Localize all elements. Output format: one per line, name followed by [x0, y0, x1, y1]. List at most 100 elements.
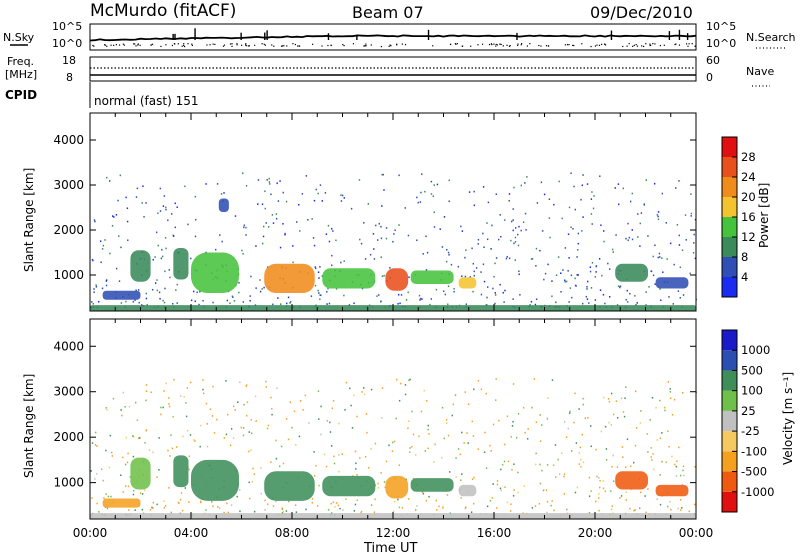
- echo-point: [320, 433, 322, 436]
- echo-point: [492, 423, 495, 426]
- echo-point: [694, 257, 697, 260]
- colorbar-tick-label: -500: [741, 465, 767, 479]
- echo-point: [499, 214, 501, 216]
- echo-point: [679, 498, 682, 501]
- echo-point: [681, 249, 684, 252]
- echo-point: [132, 493, 135, 496]
- echo-point: [578, 408, 580, 410]
- echo-point: [512, 229, 514, 232]
- echo-point: [356, 415, 358, 418]
- echo-point: [595, 271, 597, 273]
- echo-point: [189, 381, 192, 384]
- echo-point: [124, 463, 127, 466]
- nsearch-point: [103, 44, 106, 46]
- echo-point: [125, 436, 128, 439]
- echo-point: [184, 185, 186, 188]
- echo-point: [455, 476, 457, 478]
- echo-point: [253, 473, 256, 475]
- nsearch-point: [206, 44, 208, 46]
- echo-point: [600, 430, 602, 433]
- echo-point: [441, 406, 444, 409]
- echo-region: [173, 455, 189, 488]
- echo-point: [530, 301, 533, 303]
- echo-point: [514, 236, 517, 239]
- nsearch-point: [118, 44, 121, 46]
- nsearch-point: [245, 44, 247, 46]
- echo-point: [190, 257, 192, 260]
- echo-point: [144, 489, 146, 492]
- echo-point: [679, 266, 682, 269]
- echo-point: [652, 274, 655, 277]
- power-yticks: 1000 2000 3000 4000: [53, 133, 696, 282]
- nsearch-point: [165, 44, 167, 46]
- echo-point: [485, 392, 487, 395]
- echo-point: [329, 421, 331, 424]
- echo-point: [573, 185, 575, 188]
- echo-point: [503, 460, 506, 463]
- echo-point: [574, 392, 576, 395]
- echo-point: [173, 378, 175, 381]
- echo-point: [391, 450, 394, 452]
- colorbar-segment: [722, 257, 737, 277]
- echo-point: [299, 400, 302, 402]
- echo-point: [511, 220, 513, 223]
- echo-point: [676, 224, 679, 226]
- nsearch-point: [590, 45, 592, 48]
- nsearch-point: [261, 43, 263, 45]
- echo-point: [90, 470, 92, 472]
- echo-point: [108, 466, 111, 469]
- echo-point: [678, 244, 681, 246]
- echo-point: [373, 258, 376, 260]
- echo-point: [587, 280, 589, 283]
- echo-point: [239, 489, 241, 491]
- echo-point: [570, 172, 572, 175]
- echo-point: [551, 500, 553, 502]
- echo-point: [546, 511, 548, 514]
- echo-point: [383, 481, 386, 483]
- nsearch-point: [594, 45, 596, 47]
- echo-point: [293, 410, 296, 413]
- echo-point: [633, 509, 635, 512]
- nsearch-point: [363, 45, 365, 47]
- echo-point: [124, 405, 126, 408]
- echo-point: [176, 206, 178, 209]
- nsearch-point: [628, 43, 630, 45]
- echo-point: [150, 391, 152, 394]
- echo-point: [590, 287, 593, 289]
- echo-point: [94, 478, 96, 480]
- echo-point: [623, 415, 626, 418]
- echo-point: [626, 289, 628, 292]
- echo-point: [598, 497, 600, 499]
- echo-point: [255, 287, 257, 289]
- echo-point: [682, 465, 685, 468]
- echo-point: [574, 277, 576, 280]
- echo-point: [639, 507, 641, 510]
- echo-point: [92, 302, 95, 305]
- echo-point: [246, 414, 248, 417]
- echo-point: [301, 193, 304, 195]
- echo-point: [165, 206, 167, 209]
- echo-point: [163, 301, 166, 304]
- echo-point: [564, 279, 566, 282]
- echo-point: [463, 442, 465, 444]
- echo-point: [122, 491, 124, 493]
- echo-point: [129, 476, 131, 478]
- echo-point: [567, 427, 569, 430]
- echo-point: [325, 465, 328, 468]
- echo-point: [596, 475, 598, 478]
- echo-point: [156, 503, 158, 506]
- echo-point: [668, 445, 670, 448]
- echo-point: [543, 193, 546, 196]
- echo-point: [152, 451, 154, 454]
- echo-point: [245, 384, 248, 386]
- echo-point: [401, 506, 404, 509]
- echo-point: [418, 294, 421, 297]
- echo-point: [408, 379, 410, 382]
- echo-point: [682, 294, 685, 296]
- echo-point: [355, 468, 357, 470]
- echo-point: [454, 394, 457, 396]
- nsearch-point: [231, 45, 233, 48]
- echo-point: [574, 491, 577, 494]
- echo-point: [648, 286, 650, 288]
- echo-point: [272, 505, 275, 507]
